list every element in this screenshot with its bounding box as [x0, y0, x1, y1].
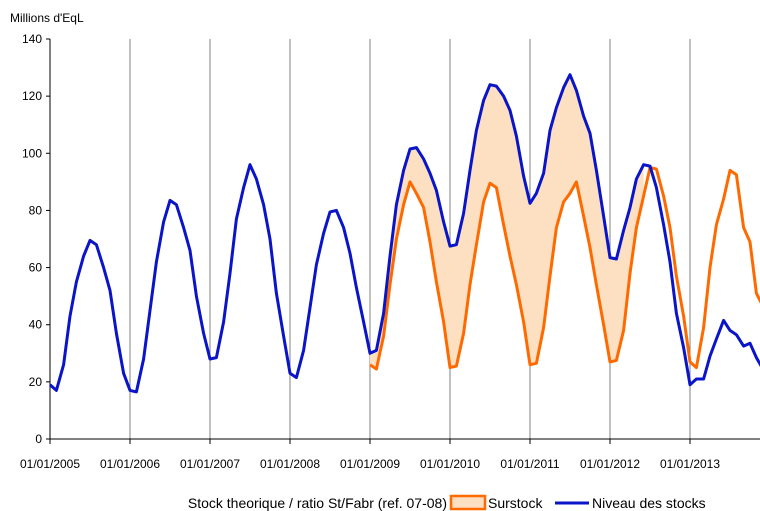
y-tick-label-120: 120 — [22, 89, 42, 103]
legend-label-surstock: Surstock — [488, 495, 543, 511]
niveau-line — [49, 73, 760, 394]
x-tick-label-2: 01/01/2006 — [100, 457, 160, 471]
y-tick-label-0: 0 — [35, 432, 42, 446]
x-tick-label-7: 01/01/2011 — [500, 457, 559, 471]
y-tick-label-20: 20 — [29, 375, 43, 389]
axes — [49, 39, 760, 440]
legend-label-niveau: Niveau des stocks — [592, 495, 706, 511]
y-tick-label-60: 60 — [29, 261, 43, 275]
y-ticks: 0 20 40 60 80 100 120 140 — [22, 32, 50, 446]
theorique-line — [369, 166, 760, 371]
surstock-area — [370, 74, 644, 369]
x-tick-label-5: 01/01/2009 — [340, 457, 400, 471]
x-tick-label-1: 01/01/2005 — [20, 457, 80, 471]
y-tick-label-40: 40 — [29, 318, 43, 332]
y-tick-label-100: 100 — [22, 146, 42, 160]
x-tick-label-4: 01/01/2008 — [260, 457, 320, 471]
x-tick-label-6: 01/01/2010 — [420, 457, 480, 471]
x-tick-label-8: 01/01/2012 — [580, 457, 640, 471]
y-tick-label-80: 80 — [29, 203, 43, 217]
legend-surstock-swatch — [449, 494, 487, 511]
legend-label-theorique: Stock theorique / ratio St/Fabr (ref. 07… — [188, 495, 447, 511]
x-ticks: 01/01/2005 01/01/2006 01/01/2007 01/01/2008… — [20, 439, 720, 471]
y-axis-label: Millions d'EqL — [10, 11, 84, 25]
y-tick-label-140: 140 — [22, 32, 42, 46]
legend: Stock theorique / ratio St/Fabr (ref. 07… — [188, 494, 706, 511]
x-tick-label-3: 01/01/2007 — [180, 457, 240, 471]
x-tick-label-9: 01/01/2013 — [660, 457, 720, 471]
